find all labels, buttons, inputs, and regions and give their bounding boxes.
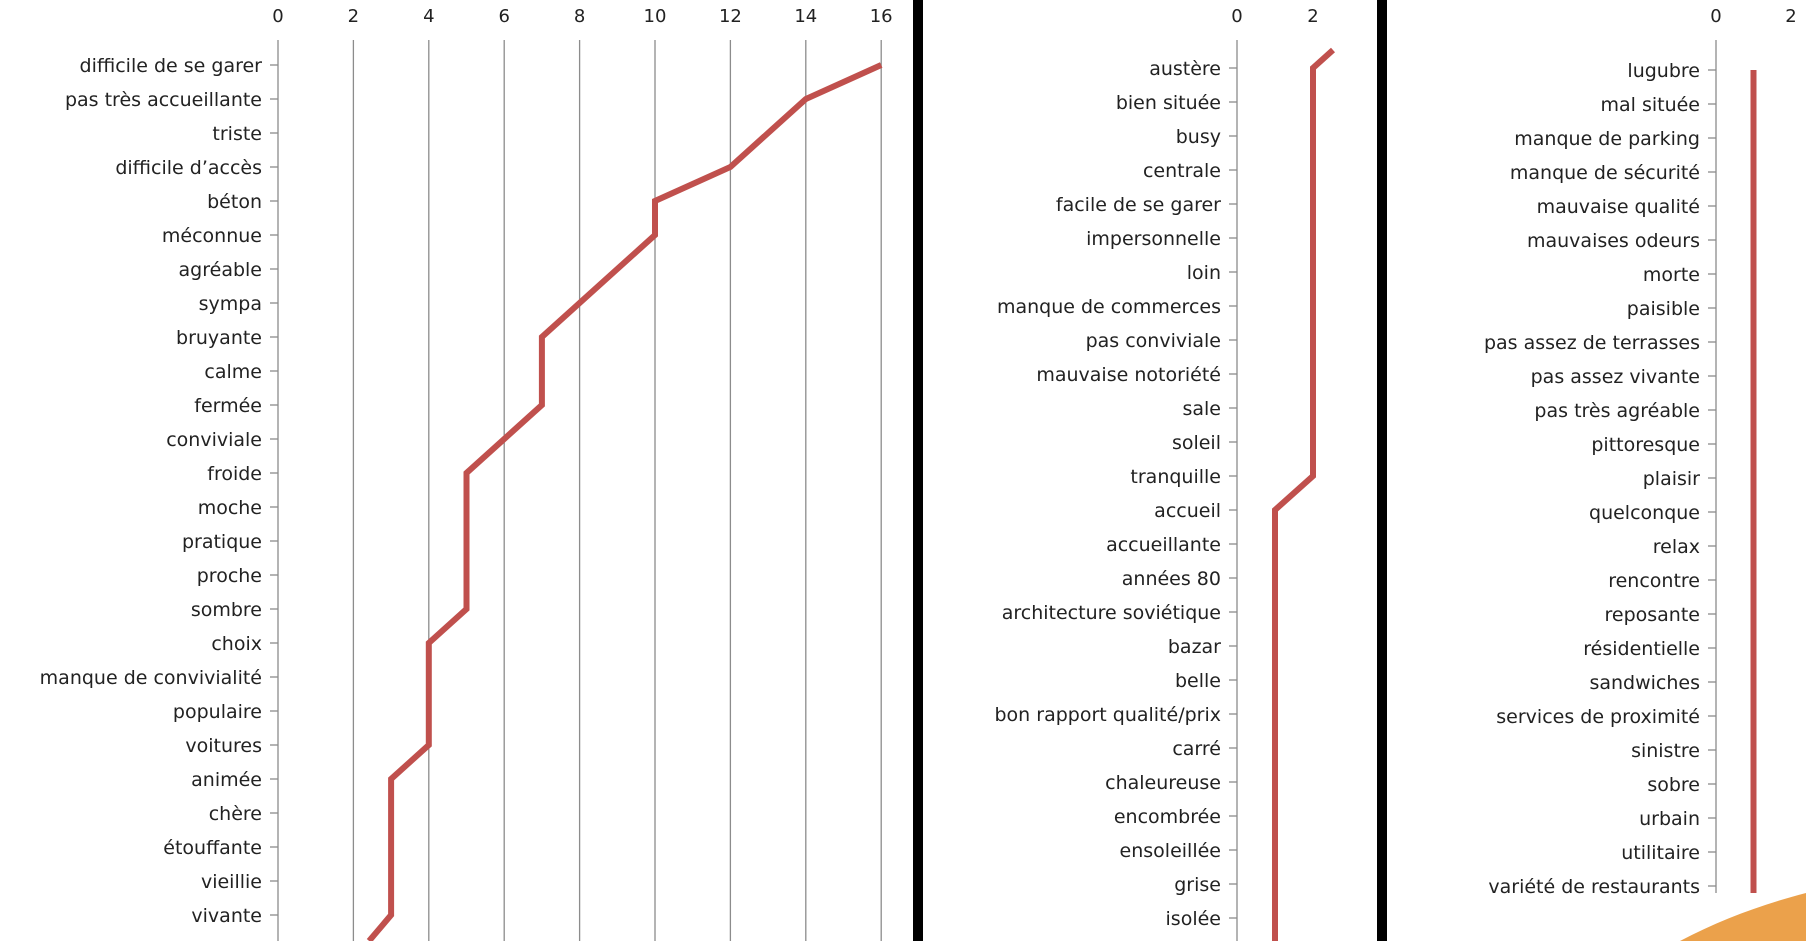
x-tick-label: 12 (719, 6, 742, 27)
category-label: triste (212, 123, 262, 145)
category-label: difficile d’accès (115, 157, 262, 179)
category-label: belle (1175, 670, 1221, 692)
category-label: sandwiches (1589, 672, 1700, 694)
category-label: mauvaise qualité (1537, 196, 1700, 218)
category-label: manque de convivialité (40, 667, 262, 689)
category-label: vivante (191, 905, 262, 927)
x-tick-label: 0 (272, 6, 283, 27)
panel-divider (913, 0, 923, 941)
category-label: chaleureuse (1105, 772, 1221, 794)
category-label: populaire (173, 701, 262, 723)
category-label: utilitaire (1621, 842, 1700, 864)
category-label: mal située (1600, 94, 1700, 116)
category-label: isolée (1166, 908, 1221, 930)
category-label: choix (211, 633, 262, 655)
category-label: pas assez vivante (1531, 366, 1700, 388)
category-label: plaisir (1643, 468, 1700, 490)
category-label: méconnue (162, 225, 262, 247)
category-label: rencontre (1608, 570, 1700, 592)
category-label: calme (204, 361, 262, 383)
category-label: pas très accueillante (65, 89, 262, 111)
x-tick-label: 8 (574, 6, 585, 27)
category-label: pas assez de terrasses (1484, 332, 1700, 354)
category-label: pas très agréable (1534, 400, 1700, 422)
x-tick-label: 6 (498, 6, 509, 27)
category-label: soleil (1172, 432, 1221, 454)
chart-panel-2: 0 2 austère bien située busy centrale facile d… (994, 6, 1336, 941)
category-label: manque de sécurité (1510, 162, 1700, 184)
category-label: quelconque (1589, 502, 1700, 524)
category-label: austère (1149, 58, 1221, 80)
category-label: bien située (1116, 92, 1221, 114)
category-label: vieillie (201, 871, 262, 893)
category-label: sobre (1647, 774, 1700, 796)
category-label: voitures (185, 735, 262, 757)
x-tick-label: 10 (644, 6, 667, 27)
category-label: proche (197, 565, 262, 587)
category-label: bon rapport qualité/prix (994, 704, 1221, 726)
panel-divider (1377, 0, 1387, 941)
x-tick-label: 4 (423, 6, 434, 27)
category-label: encombrée (1114, 806, 1221, 828)
x-tick-label: 0 (1231, 6, 1242, 27)
category-label: années 80 (1122, 568, 1221, 590)
category-label: morte (1643, 264, 1700, 286)
category-label: tranquille (1130, 466, 1221, 488)
category-label: mauvaise notoriété (1036, 364, 1221, 386)
category-label: mauvaises odeurs (1527, 230, 1700, 252)
category-label: bazar (1168, 636, 1221, 658)
category-label: relax (1653, 536, 1700, 558)
corner-decoration (1680, 893, 1806, 941)
category-label: pas conviviale (1086, 330, 1221, 352)
x-tick-label: 0 (1710, 6, 1721, 27)
category-label: sombre (191, 599, 262, 621)
category-label: impersonnelle (1086, 228, 1221, 250)
category-label: moche (198, 497, 262, 519)
category-label: sale (1182, 398, 1221, 420)
category-label: sinistre (1631, 740, 1700, 762)
category-label: grise (1174, 874, 1221, 896)
category-label: animée (191, 769, 262, 791)
x-tick-label: 16 (870, 6, 893, 27)
series-line (1272, 47, 1336, 941)
category-label: facile de se garer (1056, 194, 1221, 216)
category-label: carré (1172, 738, 1221, 760)
category-label: conviviale (166, 429, 262, 451)
category-label: urbain (1639, 808, 1700, 830)
category-label: loin (1187, 262, 1221, 284)
category-label: accueil (1154, 500, 1221, 522)
category-label: services de proximité (1496, 706, 1700, 728)
x-tick-label: 2 (1785, 6, 1796, 27)
series-line (366, 62, 883, 941)
chart-panel-1: 0 2 4 6 8 10 12 14 16 difficile de se garer pas tr… (40, 6, 893, 941)
category-label: ensoleillée (1120, 840, 1221, 862)
x-tick-label: 2 (348, 6, 359, 27)
category-label: pittoresque (1591, 434, 1700, 456)
category-label: bruyante (176, 327, 262, 349)
category-label: béton (207, 191, 262, 213)
category-label: étouffante (163, 837, 262, 859)
category-label: difficile de se garer (80, 55, 263, 77)
category-label: chère (209, 803, 262, 825)
category-label: centrale (1143, 160, 1221, 182)
category-label: agréable (179, 259, 262, 281)
category-label: lugubre (1627, 60, 1700, 82)
category-label: accueillante (1106, 534, 1221, 556)
x-tick-label: 2 (1307, 6, 1318, 27)
category-label: froide (207, 463, 262, 485)
category-label: variété de restaurants (1488, 876, 1700, 898)
category-label: architecture soviétique (1002, 602, 1221, 624)
category-label: résidentielle (1583, 638, 1700, 660)
x-tick-label: 14 (794, 6, 817, 27)
category-label: reposante (1605, 604, 1701, 626)
category-label: paisible (1627, 298, 1700, 320)
category-label: sympa (199, 293, 262, 315)
category-label: manque de parking (1514, 128, 1700, 150)
category-label: manque de commerces (997, 296, 1221, 318)
category-label: busy (1176, 126, 1221, 148)
chart-panel-3: 0 2 lugubre mal située manque de parking manq… (1484, 6, 1797, 898)
category-label: pratique (182, 531, 262, 553)
category-label: fermée (194, 395, 262, 417)
